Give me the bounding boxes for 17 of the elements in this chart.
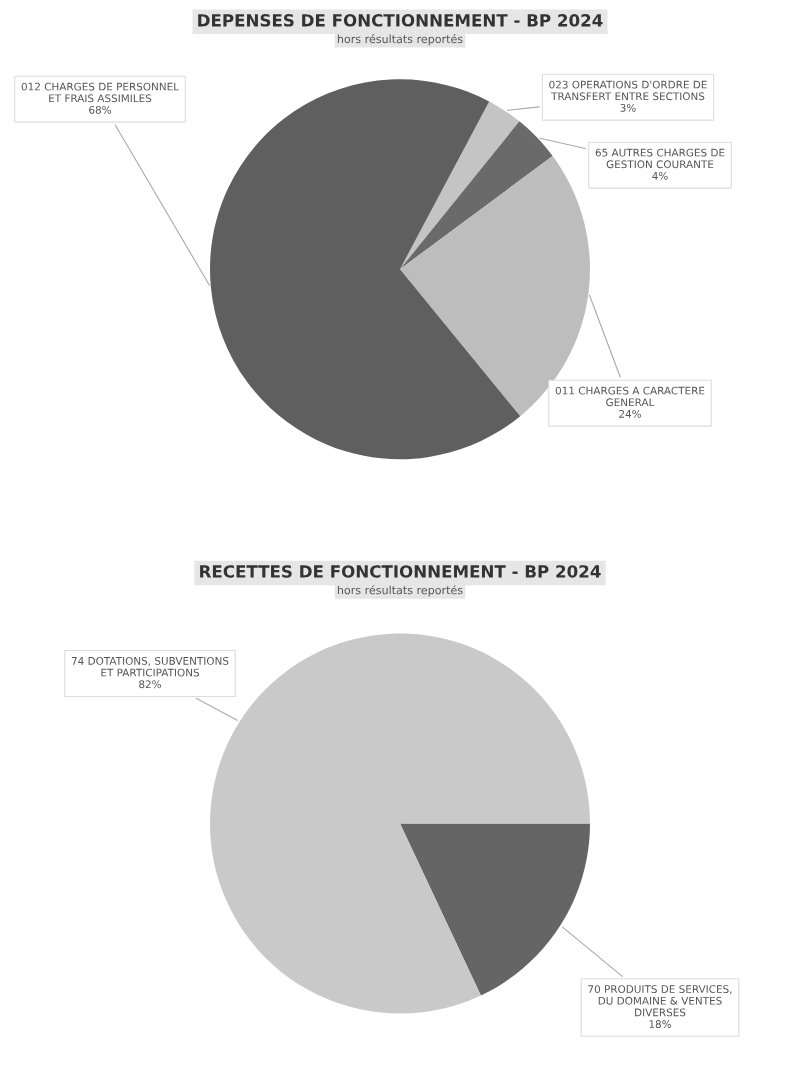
data-label: 4% xyxy=(652,171,668,180)
data-label: 82% xyxy=(139,680,161,689)
data-label: 68% xyxy=(89,105,111,114)
pie-slice xyxy=(400,823,590,996)
data-label: 24% xyxy=(619,409,641,418)
slice-label: 012 CHARGES DE PERSONNEL ET FRAIS ASSIMILES xyxy=(21,82,179,103)
chart-subtitle: hors résultats reportés xyxy=(337,34,463,46)
slice-label: 70 PRODUITS DE SERVICES, DU DOMAINE & VENTES DIVERSES xyxy=(588,985,732,1017)
slice-label: 011 CHARGES A CARACTERE GENERAL xyxy=(555,386,705,407)
chart-title: DEPENSES DE FONCTIONNEMENT - BP 2024 xyxy=(198,14,603,27)
slice-label: 65 AUTRES CHARGES DE GESTION COURANTE xyxy=(595,148,725,169)
chart-subtitle: hors résultats reportés xyxy=(337,585,463,597)
data-label: 3% xyxy=(620,103,636,112)
chart-title: RECETTES DE FONCTIONNEMENT - BP 2024 xyxy=(200,565,601,578)
slice-label: 74 DOTATIONS, SUBVENTIONS ET PARTICIPATIONS xyxy=(71,656,229,677)
data-label: 18% xyxy=(649,1020,671,1028)
slice-label: 023 OPERATIONS D'ORDRE DE TRANSFERT ENTRE SECTIONS xyxy=(549,80,707,101)
